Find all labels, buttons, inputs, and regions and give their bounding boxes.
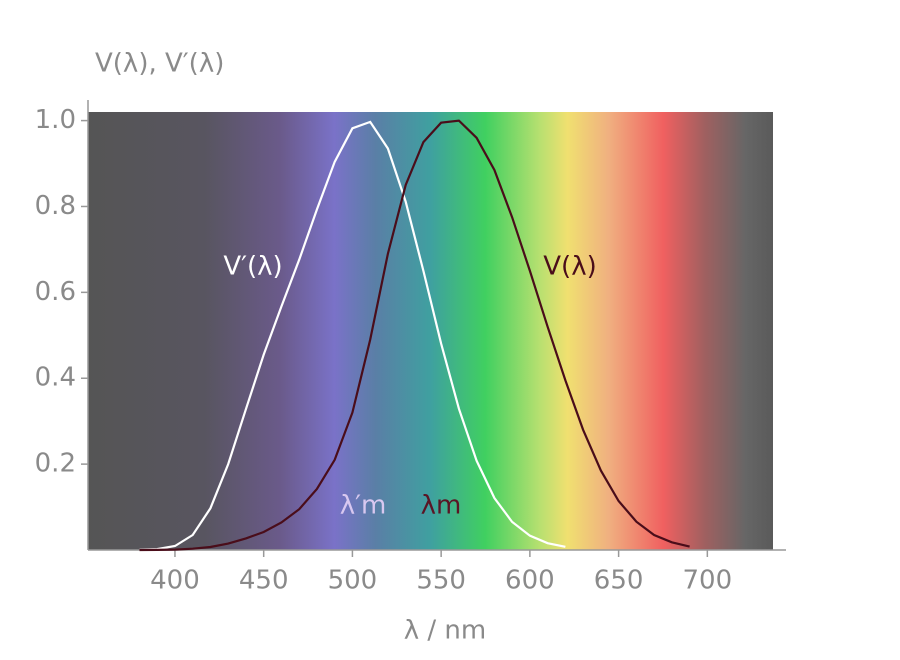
y-tick-label: 0.2 bbox=[35, 449, 76, 479]
x-tick-label: 500 bbox=[328, 566, 378, 596]
x-tick-label: 450 bbox=[239, 566, 289, 596]
series-line bbox=[139, 120, 566, 551]
x-axis-label: λ / nm bbox=[404, 616, 486, 646]
spectrum-background bbox=[88, 112, 773, 550]
x-tick-label: 650 bbox=[594, 566, 644, 596]
x-tick-label: 700 bbox=[683, 566, 733, 596]
y-tick-label: 0.8 bbox=[35, 191, 76, 221]
series-label: V(λ) bbox=[543, 252, 596, 282]
annotation: λm bbox=[421, 491, 462, 521]
y-tick-label: 0.6 bbox=[35, 277, 76, 307]
annotation: λ′m bbox=[340, 491, 387, 521]
y-axis-label: V(λ), V′(λ) bbox=[95, 49, 224, 79]
y-tick-label: 0.4 bbox=[35, 363, 76, 393]
x-tick-label: 400 bbox=[150, 566, 200, 596]
x-tick-label: 600 bbox=[505, 566, 555, 596]
y-tick-label: 1.0 bbox=[35, 105, 76, 135]
x-tick-label: 550 bbox=[416, 566, 466, 596]
series-label: V′(λ) bbox=[223, 252, 282, 282]
series-line bbox=[139, 119, 690, 552]
